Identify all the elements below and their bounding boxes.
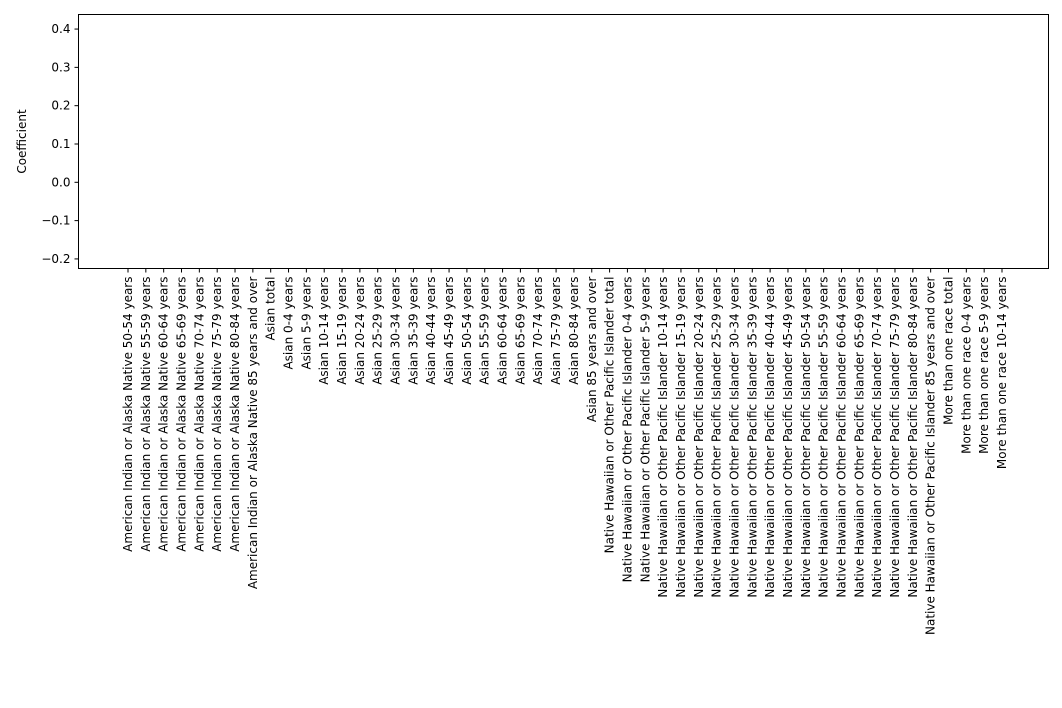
x-tick-label: Native Hawaiian or Other Pacific Islande… xyxy=(603,277,617,554)
x-tick-label: American Indian or Alaska Native 70-74 y… xyxy=(192,277,206,552)
x-tick-label: Native Hawaiian or Other Pacific Islande… xyxy=(888,277,902,598)
x-tick-label: Native Hawaiian or Other Pacific Islande… xyxy=(870,276,884,597)
x-tick-label: Native Hawaiian or Other Pacific Islande… xyxy=(674,277,688,598)
x-tick-label: Asian 45-49 years xyxy=(442,277,456,385)
x-tick-label: American Indian or Alaska Native 65-69 y… xyxy=(175,277,189,552)
y-tick-label: −0.2 xyxy=(41,252,70,266)
x-tick-label: Native Hawaiian or Other Pacific Islande… xyxy=(852,277,866,598)
x-tick-label: Asian 20-24 years xyxy=(353,277,367,385)
x-tick-label: American Indian or Alaska Native 75-79 y… xyxy=(210,277,224,552)
y-tick-label: 0.4 xyxy=(51,22,70,36)
x-tick-label: Asian 25-29 years xyxy=(371,277,385,385)
x-tick-label: Asian 70-74 years xyxy=(531,277,545,385)
x-tick-label: Native Hawaiian or Other Pacific Islande… xyxy=(638,277,652,583)
x-tick-label: Native Hawaiian or Other Pacific Islande… xyxy=(924,276,938,635)
x-tick-label: Native Hawaiian or Other Pacific Islande… xyxy=(817,276,831,597)
x-tick-label: Asian 55-59 years xyxy=(478,277,492,385)
x-tick-label: American Indian or Alaska Native 85 year… xyxy=(246,276,260,589)
x-tick-label: Native Hawaiian or Other Pacific Islande… xyxy=(763,277,777,598)
x-tick-label: Asian 15-19 years xyxy=(335,277,349,385)
x-tick-label: Native Hawaiian or Other Pacific Islande… xyxy=(692,277,706,598)
x-tick-label: American Indian or Alaska Native 60-64 y… xyxy=(157,277,171,552)
x-tick-label: Asian 30-34 years xyxy=(389,277,403,385)
x-tick-label: Asian 80-84 years xyxy=(567,277,581,385)
x-tick-label: More than one race 10-14 years xyxy=(995,277,1009,470)
x-tick-label: Native Hawaiian or Other Pacific Islande… xyxy=(745,276,759,597)
x-tick-label: Asian 0-4 years xyxy=(282,277,296,370)
x-tick-label: Native Hawaiian or Other Pacific Islande… xyxy=(727,277,741,598)
x-tick-label: American Indian or Alaska Native 50-54 y… xyxy=(121,277,135,552)
x-tick-label: American Indian or Alaska Native 55-59 y… xyxy=(139,277,153,552)
y-tick-label: 0.2 xyxy=(51,99,70,113)
x-tick-label: More than one race 5-9 years xyxy=(977,277,991,454)
x-tick-label: More than one race 0-4 years xyxy=(959,277,973,454)
y-tick-label: 0.0 xyxy=(51,175,70,189)
y-axis: −0.2 −0.1 0.0 0.1 0.2 0.3 0.4 xyxy=(41,22,79,266)
x-tick-label: American Indian or Alaska Native 80-84 y… xyxy=(228,277,242,552)
x-tick-label: Asian 35-39 years xyxy=(406,277,420,385)
y-axis-label: Coefficient xyxy=(15,109,29,174)
x-tick-label: Asian 75-79 years xyxy=(549,277,563,385)
y-tick-label: −0.1 xyxy=(41,214,70,228)
x-tick-label: Asian 85 years and over xyxy=(585,276,599,422)
x-tick-label: Native Hawaiian or Other Pacific Islande… xyxy=(620,277,634,583)
x-tick-label: Asian 5-9 years xyxy=(299,277,313,370)
x-tick-label: Asian 40-44 years xyxy=(424,277,438,385)
x-tick-label: More than one race total xyxy=(941,276,955,424)
x-tick-label: Native Hawaiian or Other Pacific Islande… xyxy=(834,277,848,598)
x-tick-label: Native Hawaiian or Other Pacific Islande… xyxy=(799,277,813,598)
x-tick-label: Asian 10-14 years xyxy=(317,277,331,385)
x-tick-label: Native Hawaiian or Other Pacific Islande… xyxy=(656,277,670,598)
x-tick-label: Asian 65-69 years xyxy=(513,277,527,385)
y-tick-label: 0.1 xyxy=(51,137,70,151)
axes-frame xyxy=(78,14,1049,269)
x-tick-label: Native Hawaiian or Other Pacific Islande… xyxy=(781,277,795,598)
x-tick-label: Asian 60-64 years xyxy=(496,276,510,384)
x-axis: American Indian or Alaska Native 50-54 y… xyxy=(121,268,1009,635)
x-tick-label: Native Hawaiian or Other Pacific Islande… xyxy=(710,277,724,598)
x-tick-label: Native Hawaiian or Other Pacific Islande… xyxy=(906,277,920,598)
x-tick-label: Asian 50-54 years xyxy=(460,277,474,385)
y-tick-label: 0.3 xyxy=(51,60,70,74)
x-tick-label: Asian total xyxy=(264,277,278,341)
